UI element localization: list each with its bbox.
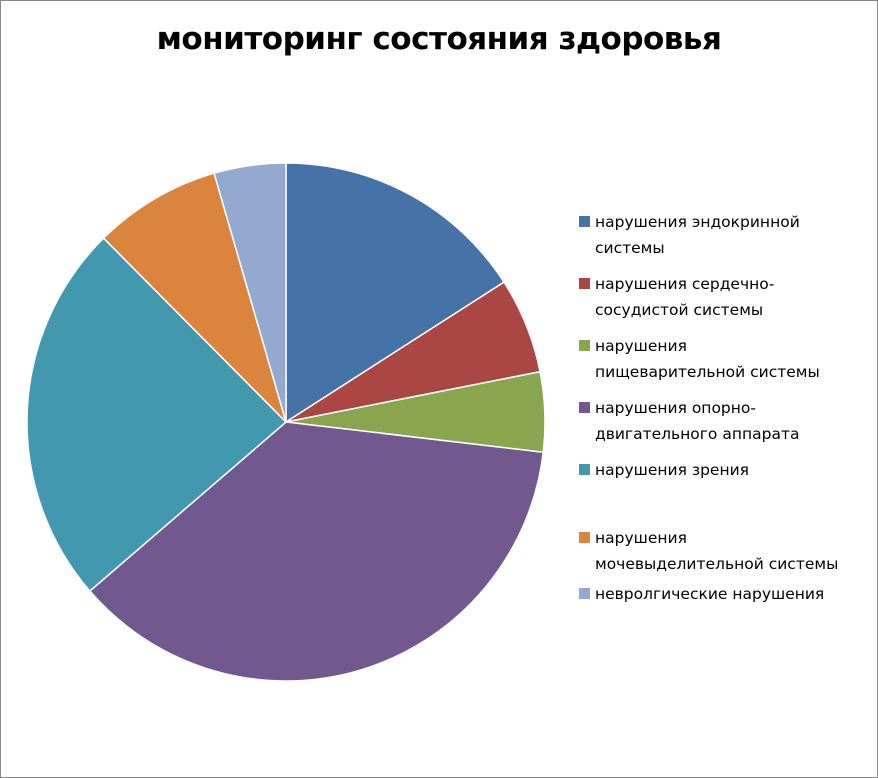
legend-label: невролгические нарушения bbox=[595, 585, 825, 603]
legend-label: нарушения эндокринной системы bbox=[595, 213, 800, 257]
legend-swatch bbox=[579, 532, 590, 543]
legend-label: нарушения зрения bbox=[595, 461, 749, 479]
legend-swatch bbox=[579, 340, 590, 351]
pie-slice-4 bbox=[88, 421, 545, 682]
legend-label: нарушения мочевыделительной системы bbox=[595, 529, 839, 573]
legend-item: нарушения опорно-двигательного аппарата bbox=[577, 395, 875, 447]
legend-swatch bbox=[579, 464, 590, 475]
chart-title: мониторинг состояния здоровья bbox=[156, 21, 722, 57]
pie-slice-1 bbox=[285, 162, 506, 424]
legend-item: нарушения эндокринной системы bbox=[577, 209, 875, 261]
legend-label: нарушения опорно-двигательного аппарата bbox=[595, 399, 800, 443]
pie-slice-6 bbox=[102, 172, 287, 423]
legend-swatch bbox=[579, 216, 590, 227]
legend-swatch bbox=[579, 402, 590, 413]
legend-item: нарушения мочевыделительной системы bbox=[577, 525, 875, 577]
legend-item: невролгические нарушения bbox=[577, 581, 875, 607]
legend-swatch bbox=[579, 588, 590, 599]
legend-label: нарушения сердечно-сосудистой системы bbox=[595, 275, 775, 319]
legend-item: нарушения сердечно-сосудистой системы bbox=[577, 271, 875, 323]
pie-slice-7 bbox=[213, 162, 287, 423]
legend-item: нарушения пищеварительной системы bbox=[577, 333, 875, 385]
pie-slice-5 bbox=[26, 237, 288, 593]
legend-item: нарушения зрения bbox=[577, 457, 875, 483]
legend-label: нарушения пищеварительной системы bbox=[595, 337, 820, 381]
legend-swatch bbox=[579, 278, 590, 289]
